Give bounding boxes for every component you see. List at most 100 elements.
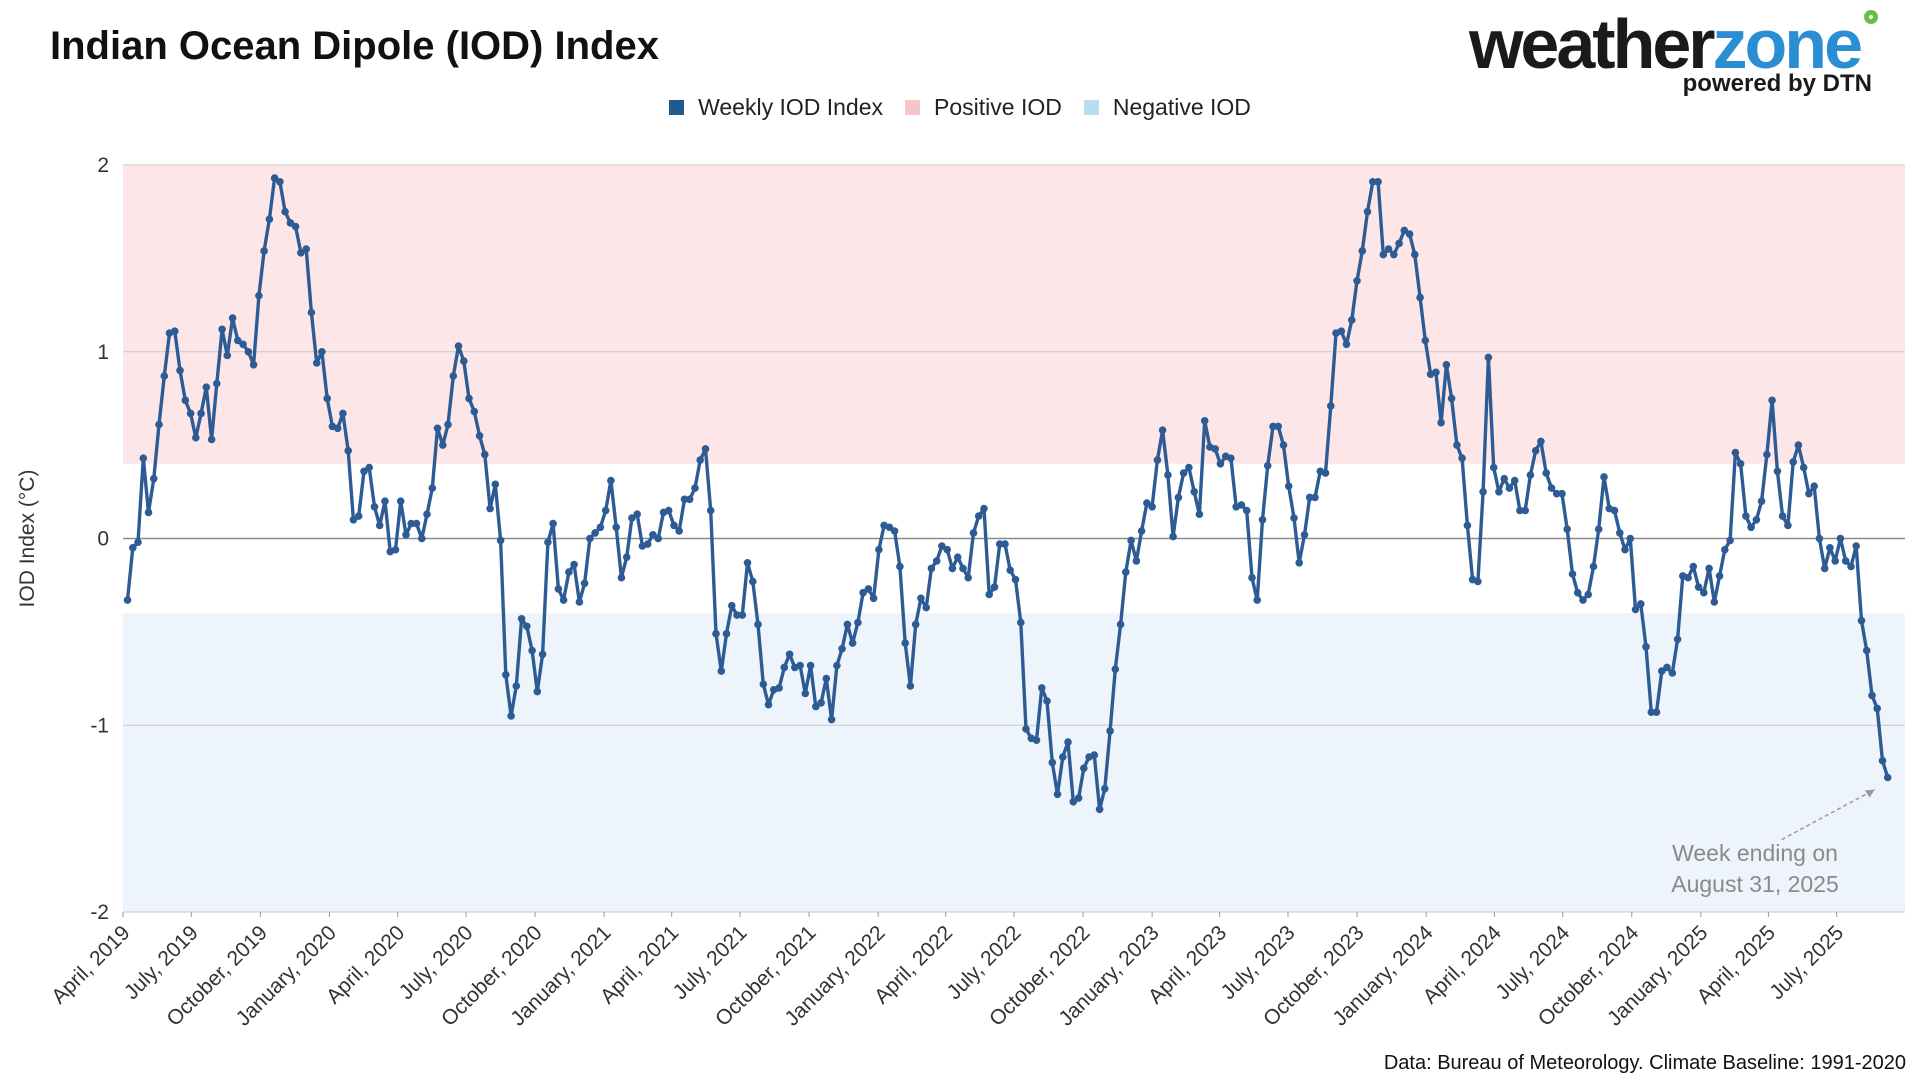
data-point-73: [507, 712, 515, 720]
data-point-118: [743, 559, 752, 567]
data-point-51: [391, 545, 400, 554]
logo-ring-icon: [1864, 10, 1878, 24]
data-point-141: [864, 585, 873, 593]
data-point-253: [1453, 441, 1461, 449]
data-point-40: [333, 424, 342, 433]
data-point-15: [202, 383, 211, 392]
legend-label-negative: Negative IOD: [1112, 94, 1251, 120]
data-point-287: [1631, 605, 1640, 614]
legend-item-negative[interactable]: Negative IOD: [1083, 94, 1251, 121]
data-point-238: [1374, 178, 1382, 186]
data-point-13: [192, 433, 200, 442]
data-point-71: [496, 536, 505, 545]
data-point-202: [1185, 463, 1193, 472]
data-point-278: [1584, 590, 1592, 599]
data-point-88: [586, 534, 594, 543]
legend-item-weekly[interactable]: Weekly IOD Index: [669, 94, 883, 121]
data-point-180: [1069, 798, 1078, 806]
y-tick-label-4: -2: [90, 901, 109, 924]
data-point-249: [1432, 368, 1440, 377]
data-point-100: [649, 531, 657, 539]
data-point-106: [680, 495, 689, 504]
data-point-42: [344, 446, 353, 455]
data-point-57: [423, 510, 431, 518]
data-point-314: [1773, 467, 1782, 476]
data-point-242: [1395, 239, 1403, 248]
data-point-34: [302, 245, 311, 253]
data-point-21: [234, 336, 242, 345]
data-point-159: [959, 564, 967, 573]
y-tick-label-2: 0: [97, 528, 109, 551]
weatherzone-logo[interactable]: weatherzone powered by DTN: [1438, 4, 1878, 100]
data-point-105: [675, 527, 683, 535]
data-point-200: [1174, 493, 1183, 502]
data-point-315: [1778, 512, 1787, 520]
data-point-229: [1327, 402, 1335, 410]
legend-item-positive[interactable]: Positive IOD: [905, 94, 1062, 121]
data-point-210: [1227, 454, 1235, 463]
negative-iod-band: [123, 613, 1905, 912]
data-point-215: [1253, 596, 1261, 604]
data-point-197: [1158, 426, 1167, 435]
data-point-266: [1521, 506, 1529, 515]
data-point-35: [307, 308, 316, 317]
data-point-203: [1190, 488, 1198, 496]
data-point-49: [381, 497, 389, 506]
data-point-75: [517, 615, 526, 623]
data-point-174: [1038, 684, 1046, 692]
data-point-277: [1579, 596, 1587, 604]
data-point-6: [155, 420, 163, 429]
data-point-301: [1705, 564, 1713, 573]
data-point-196: [1153, 456, 1162, 464]
data-point-285: [1621, 545, 1629, 554]
data-point-169: [1011, 575, 1020, 584]
data-point-318: [1794, 441, 1803, 449]
data-point-78: [533, 687, 542, 696]
data-point-107: [685, 495, 694, 504]
data-point-187: [1106, 727, 1114, 735]
data-point-305: [1726, 536, 1734, 545]
data-point-193: [1137, 527, 1146, 535]
data-point-218: [1269, 422, 1277, 431]
data-point-85: [570, 560, 578, 569]
data-point-329: [1852, 542, 1860, 550]
data-point-254: [1458, 454, 1466, 463]
data-point-246: [1416, 293, 1424, 302]
data-point-237: [1369, 178, 1377, 186]
data-point-59: [433, 424, 442, 433]
data-point-26: [260, 247, 268, 255]
data-point-300: [1700, 588, 1708, 597]
data-point-332: [1868, 691, 1876, 700]
data-point-81: [549, 519, 557, 528]
data-point-316: [1784, 521, 1792, 530]
data-point-99: [643, 540, 652, 548]
data-point-115: [728, 601, 736, 610]
band-layer: [123, 165, 1905, 912]
data-point-117: [738, 611, 747, 619]
data-point-214: [1248, 573, 1256, 582]
data-point-324: [1826, 544, 1834, 552]
data-point-205: [1200, 417, 1209, 425]
data-point-166: [995, 540, 1004, 548]
data-point-157: [948, 564, 957, 573]
data-point-109: [696, 456, 704, 464]
data-point-125: [780, 663, 789, 672]
data-point-257: [1474, 577, 1482, 586]
data-point-270: [1542, 469, 1550, 477]
logo-wordmark: weatherzone: [1469, 4, 1863, 84]
data-point-168: [1006, 566, 1014, 574]
data-point-138: [848, 639, 857, 647]
data-point-327: [1841, 557, 1850, 565]
data-point-158: [953, 553, 962, 561]
data-point-135: [833, 661, 841, 670]
data-point-164: [985, 590, 993, 599]
data-point-322: [1815, 534, 1824, 543]
data-point-103: [664, 506, 673, 515]
data-point-259: [1484, 353, 1493, 362]
data-point-9: [171, 327, 179, 336]
data-point-303: [1715, 572, 1724, 580]
data-point-279: [1589, 562, 1598, 571]
data-point-319: [1799, 463, 1808, 472]
data-point-208: [1216, 460, 1225, 468]
